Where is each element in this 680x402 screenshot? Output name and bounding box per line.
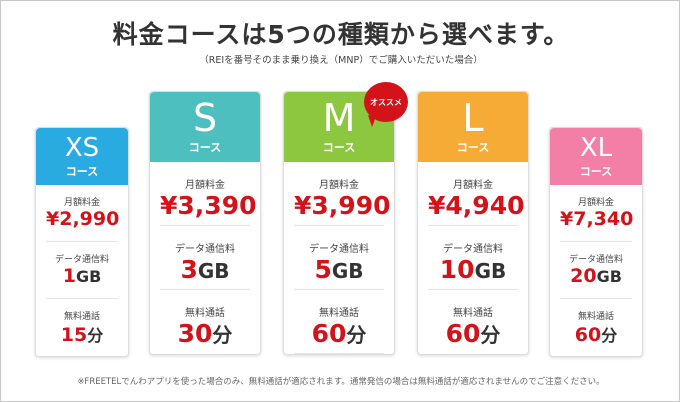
price-value: 7,340 bbox=[573, 208, 634, 230]
course-label: コース bbox=[65, 164, 99, 178]
free-calls-label: 無料通話 bbox=[453, 308, 493, 319]
data-fee-label: データ通信料 bbox=[175, 244, 235, 255]
monthly-fee-label: 月額料金 bbox=[185, 180, 225, 191]
data-unit: GB bbox=[197, 259, 230, 283]
data-fee: データ通信料 3GB bbox=[160, 226, 250, 290]
plan-header: S コース bbox=[150, 92, 260, 162]
data-unit: GB bbox=[474, 259, 507, 283]
calls-unit: 分 bbox=[480, 323, 501, 347]
yen-sign: ¥ bbox=[294, 191, 312, 220]
calls-unit: 分 bbox=[601, 326, 618, 345]
yen-sign: ¥ bbox=[560, 208, 574, 230]
data-fee-label: データ通信料 bbox=[443, 244, 503, 255]
plan-name: XS bbox=[64, 132, 100, 163]
free-calls-label: 無料通話 bbox=[63, 312, 100, 322]
calls-unit: 分 bbox=[212, 323, 233, 347]
plan-card-xl: XL コース 月額料金 ¥7,340 データ通信料 20GB 無料通話 60分 bbox=[549, 127, 643, 357]
free-calls: 無料通話 30分 bbox=[160, 290, 250, 354]
price-value: 2,990 bbox=[59, 208, 120, 230]
monthly-fee: 月額料金 ¥3,990 bbox=[294, 162, 390, 226]
yen-sign: ¥ bbox=[46, 208, 60, 230]
plan-card-m: M コース 月額料金 ¥3,990 データ通信料 5GB 無料通話 60分 オス… bbox=[283, 82, 408, 355]
free-calls-label: 無料通話 bbox=[185, 308, 225, 319]
data-fee-label: データ通信料 bbox=[568, 255, 623, 265]
calls-value: 60 bbox=[311, 319, 347, 348]
plan-header: XS コース bbox=[36, 128, 128, 185]
free-calls: 無料通話 60分 bbox=[560, 299, 632, 356]
free-calls-label: 無料通話 bbox=[577, 312, 614, 322]
price-value: 3,390 bbox=[177, 191, 257, 220]
data-fee-label: データ通信料 bbox=[309, 244, 369, 255]
yen-sign: ¥ bbox=[160, 191, 178, 220]
yen-sign: ¥ bbox=[428, 191, 446, 220]
course-label: コース bbox=[579, 164, 613, 178]
free-calls: 無料通話 15分 bbox=[46, 299, 118, 356]
data-value: 3 bbox=[180, 255, 198, 284]
free-calls-label: 無料通話 bbox=[319, 308, 359, 319]
data-unit: GB bbox=[331, 259, 364, 283]
monthly-fee: 月額料金 ¥2,990 bbox=[46, 185, 120, 242]
plan-name: XL bbox=[579, 132, 613, 163]
free-calls: 無料通話 60分 bbox=[294, 290, 384, 354]
data-fee: データ通信料 1GB bbox=[46, 242, 118, 299]
monthly-fee-label: 月額料金 bbox=[63, 198, 100, 208]
data-value: 20 bbox=[570, 265, 597, 287]
plan-card-s: S コース 月額料金 ¥3,390 データ通信料 3GB 無料通話 30分 bbox=[149, 91, 261, 355]
data-unit: GB bbox=[596, 267, 622, 286]
monthly-fee-label: 月額料金 bbox=[453, 180, 493, 191]
price-value: 4,940 bbox=[445, 191, 525, 220]
data-fee: データ通信料 10GB bbox=[428, 226, 518, 290]
plan-name: L bbox=[462, 96, 484, 140]
data-value: 1 bbox=[62, 265, 76, 287]
plan-name: S bbox=[192, 96, 218, 140]
data-fee: データ通信料 20GB bbox=[560, 242, 632, 299]
plan-card-l: L コース 月額料金 ¥4,940 データ通信料 10GB 無料通話 60分 bbox=[417, 91, 529, 355]
page-subtitle: （REIを番号そのまま乗り換え（MNP）でご購入いただいた場合） bbox=[199, 55, 483, 66]
monthly-fee-label: 月額料金 bbox=[319, 180, 359, 191]
course-label: コース bbox=[322, 141, 356, 154]
data-fee-label: データ通信料 bbox=[54, 255, 109, 265]
data-unit: GB bbox=[75, 267, 102, 286]
price-value: 3,990 bbox=[311, 191, 391, 220]
monthly-fee: 月額料金 ¥7,340 bbox=[560, 185, 634, 242]
monthly-fee: 月額料金 ¥3,390 bbox=[160, 162, 256, 226]
plan-header: XL コース bbox=[550, 128, 642, 185]
course-label: コース bbox=[188, 141, 222, 154]
plan-header: L コース bbox=[418, 92, 528, 162]
plan-card-xs: XS コース 月額料金 ¥2,990 データ通信料 1GB 無料通話 15分 bbox=[35, 127, 129, 357]
data-value: 5 bbox=[314, 255, 332, 284]
course-label: コース bbox=[456, 141, 490, 154]
calls-value: 15 bbox=[60, 324, 88, 346]
calls-value: 60 bbox=[445, 319, 481, 348]
monthly-fee: 月額料金 ¥4,940 bbox=[428, 162, 524, 226]
plan-name: M bbox=[322, 96, 356, 140]
calls-unit: 分 bbox=[346, 323, 367, 347]
calls-value: 60 bbox=[574, 324, 602, 346]
monthly-fee-label: 月額料金 bbox=[577, 198, 614, 208]
free-calls: 無料通話 60分 bbox=[428, 290, 518, 354]
calls-unit: 分 bbox=[87, 326, 104, 345]
page-title: 料金コースは5つの種類から選べます。 bbox=[112, 20, 570, 49]
footnote: ※FREETELでんわアプリを使った場合のみ、無料通話が適応されます。通常発信の… bbox=[77, 377, 605, 387]
data-fee: データ通信料 5GB bbox=[294, 226, 384, 290]
data-value: 10 bbox=[439, 255, 475, 284]
calls-value: 30 bbox=[177, 319, 213, 348]
recommended-badge: オススメ bbox=[364, 82, 408, 122]
